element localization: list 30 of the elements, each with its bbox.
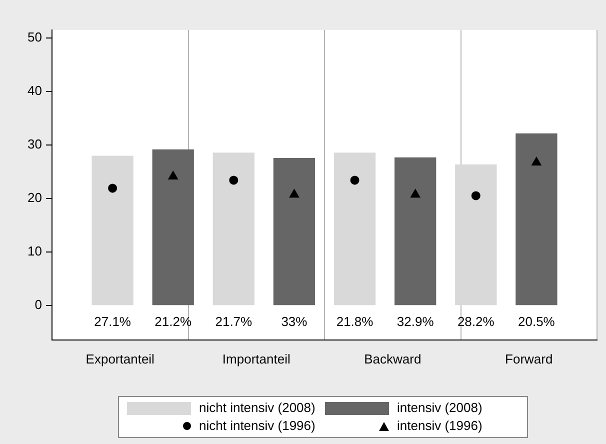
bar	[92, 156, 134, 306]
bar	[273, 158, 316, 306]
x-tick-label: Forward	[505, 351, 553, 366]
annotation: 21.7%	[215, 314, 253, 330]
y-tick-label: 20	[28, 190, 42, 205]
y-tick-label: 0	[34, 296, 42, 312]
bar	[152, 149, 194, 306]
annotation: 27.1%	[94, 314, 132, 330]
legend-label: intensiv (2008)	[397, 400, 482, 416]
bar	[516, 133, 558, 306]
annotation: 21.8%	[336, 314, 374, 330]
x-tick-label: Importanteil	[222, 351, 290, 366]
bar	[455, 164, 497, 306]
annotation: 32.9%	[396, 314, 434, 330]
bar	[394, 157, 436, 306]
bar	[212, 152, 254, 306]
annotation: 21.2%	[154, 314, 192, 330]
y-tick-label: 10	[28, 243, 42, 258]
y-tick-label: 40	[28, 83, 42, 98]
x-tick-label: Exportanteil	[86, 351, 155, 366]
annotation: 20.5%	[518, 314, 556, 330]
legend-label: intensiv (1996)	[397, 418, 482, 434]
legend-label: nicht intensiv (2008)	[199, 400, 316, 416]
annotation: 33%	[281, 314, 308, 330]
legend-label: nicht intensiv (1996)	[199, 418, 316, 434]
y-tick-label: 50	[28, 30, 42, 45]
x-tick-label: Backward	[364, 351, 422, 366]
y-tick-label: 30	[28, 136, 42, 152]
annotation: 28.2%	[457, 314, 495, 330]
bar	[334, 152, 376, 306]
